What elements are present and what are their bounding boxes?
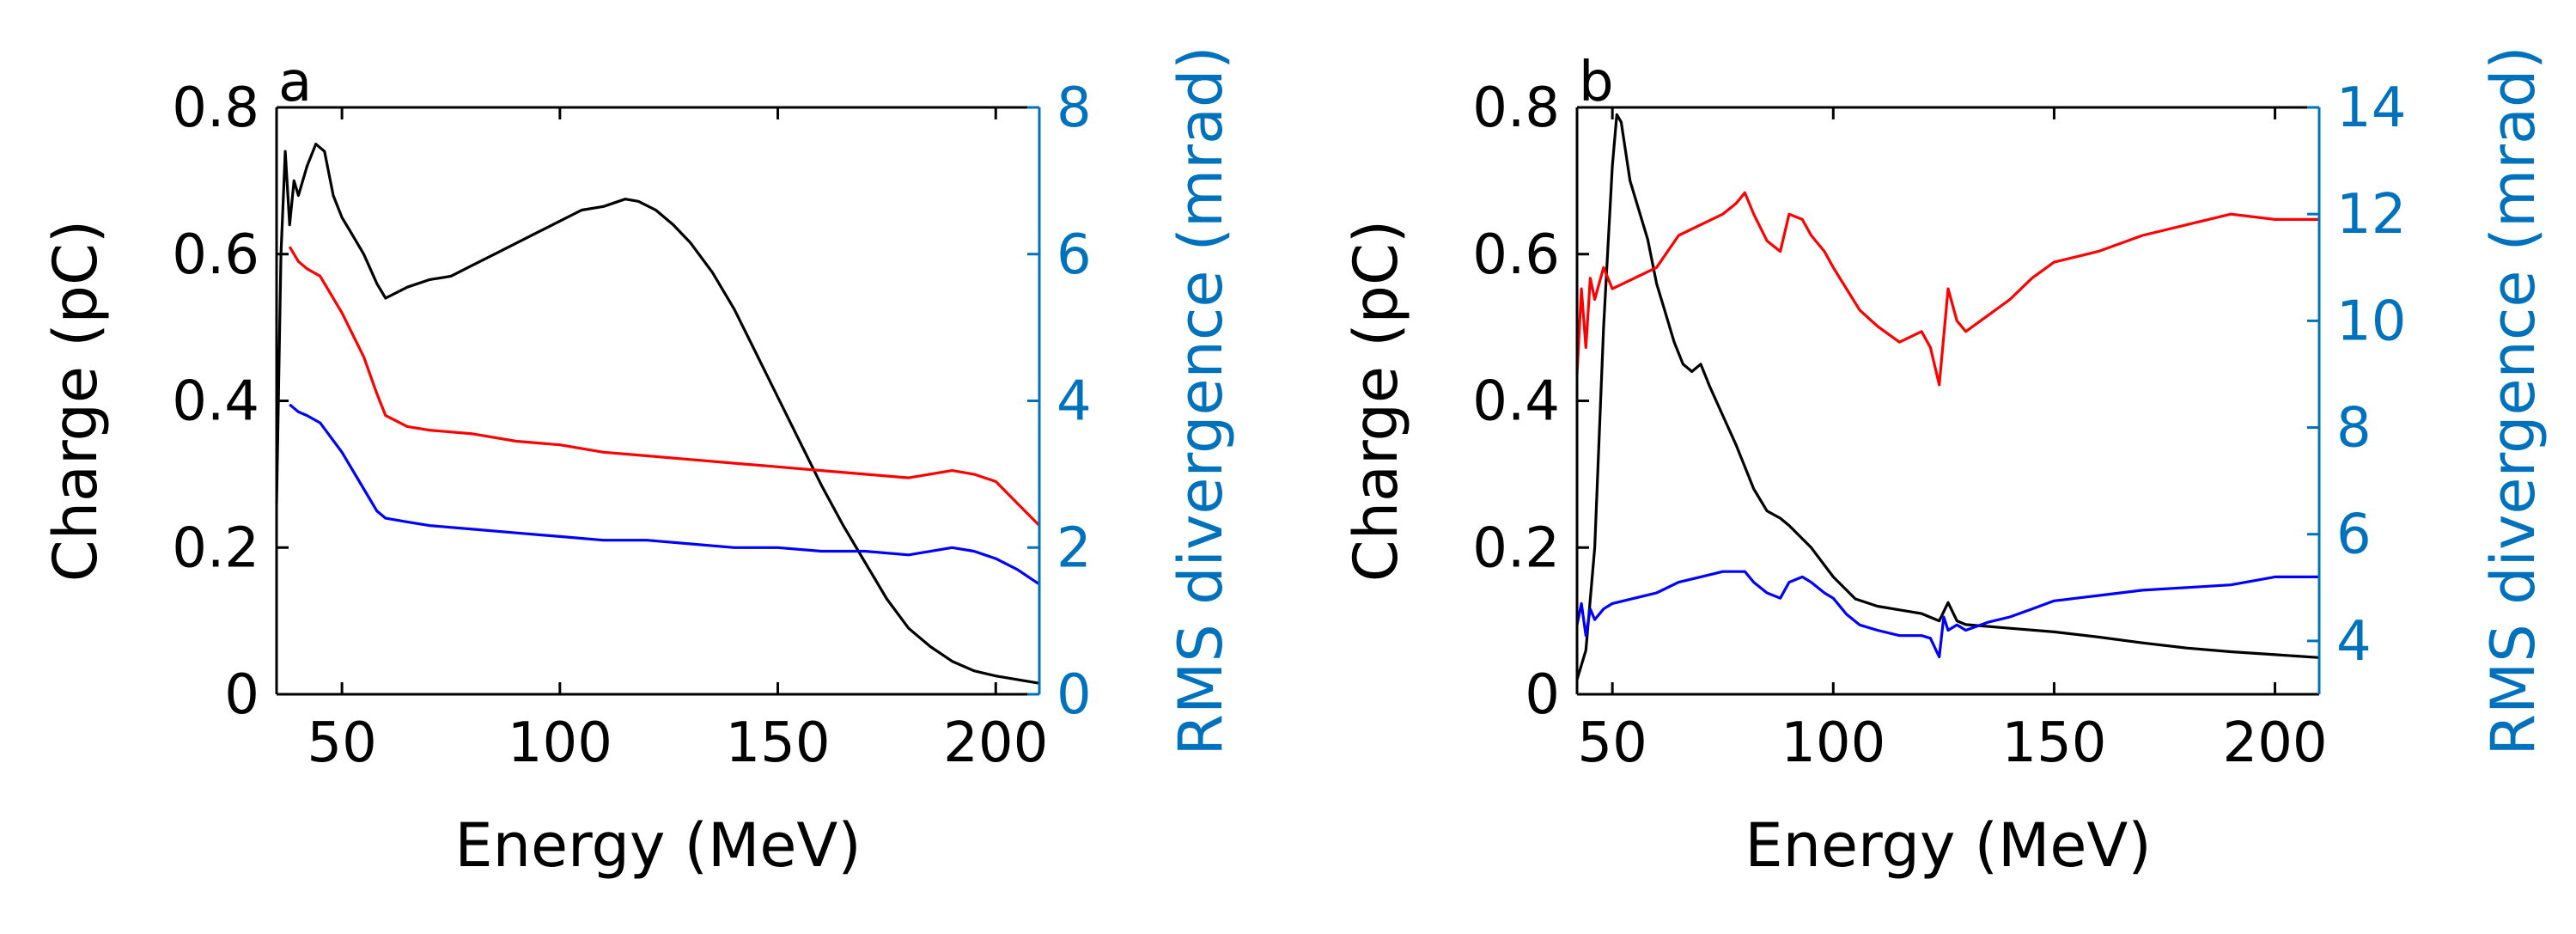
left-tick-label: 0.6 bbox=[1472, 223, 1560, 287]
left-tick-label: 0.2 bbox=[1472, 516, 1560, 580]
bottom-tick-label: 200 bbox=[2222, 711, 2327, 775]
right-tick-label: 4 bbox=[2336, 610, 2372, 674]
right-tick-label: 8 bbox=[2336, 397, 2372, 461]
right-tick-label: 6 bbox=[1057, 223, 1092, 287]
y2-axis-label: RMS divergence (mrad) bbox=[2478, 46, 2549, 755]
left-tick-label: 0.8 bbox=[172, 76, 259, 140]
right-tick-label: 4 bbox=[1057, 370, 1092, 434]
left-tick-label: 0.8 bbox=[1472, 76, 1560, 140]
panel-letter: b bbox=[1579, 51, 1614, 114]
bottom-tick-label: 150 bbox=[725, 711, 830, 775]
y2-axis-label: RMS divergence (mrad) bbox=[1166, 46, 1236, 755]
right-tick-label: 10 bbox=[2336, 290, 2406, 353]
series-line-divergence-red bbox=[1575, 191, 2319, 387]
left-tick-label: 0.6 bbox=[172, 223, 259, 287]
series-line-charge bbox=[275, 143, 1040, 685]
right-tick-label: 8 bbox=[1057, 76, 1092, 140]
right-tick-label: 14 bbox=[2336, 76, 2406, 140]
x-axis-label: Energy (MeV) bbox=[1745, 810, 2151, 881]
panel-b: 0 0.2 0.4 0.6 0.8 4 6 8 10 12 14 50 100 150 200 Energy … bbox=[1341, 46, 2549, 881]
bottom-tick-label: 50 bbox=[1577, 711, 1647, 775]
series-line-charge bbox=[1575, 113, 2320, 681]
bottom-tick-label: 100 bbox=[1781, 711, 1885, 775]
left-tick-label: 0 bbox=[224, 663, 259, 727]
left-tick-label: 0.4 bbox=[172, 370, 259, 434]
series-line-divergence-blue bbox=[1575, 570, 2319, 659]
right-tick-label: 0 bbox=[1057, 663, 1092, 727]
bottom-tick-label: 150 bbox=[2001, 711, 2106, 775]
y-axis-label: Charge (pC) bbox=[1341, 220, 1411, 582]
series-line-divergence-blue bbox=[289, 403, 1040, 586]
series-line-divergence-red bbox=[288, 246, 1041, 527]
panel-letter: a bbox=[278, 51, 312, 114]
left-tick-label: 0.4 bbox=[1472, 370, 1560, 434]
left-tick-label: 0 bbox=[1525, 663, 1560, 727]
right-tick-label: 6 bbox=[2336, 504, 2372, 567]
x-axis-label: Energy (MeV) bbox=[454, 810, 861, 881]
right-tick-label: 12 bbox=[2336, 183, 2406, 247]
left-tick-label: 0.2 bbox=[172, 516, 259, 580]
right-tick-label: 2 bbox=[1057, 516, 1092, 580]
bottom-tick-label: 100 bbox=[508, 711, 612, 775]
bottom-tick-label: 50 bbox=[307, 711, 376, 775]
panel-a: 0 0.2 0.4 0.6 0.8 0 2 4 6 8 50 100 150 200 Energy (MeV… bbox=[40, 46, 1236, 881]
y-axis-label: Charge (pC) bbox=[40, 220, 111, 582]
bottom-tick-label: 200 bbox=[943, 711, 1048, 775]
